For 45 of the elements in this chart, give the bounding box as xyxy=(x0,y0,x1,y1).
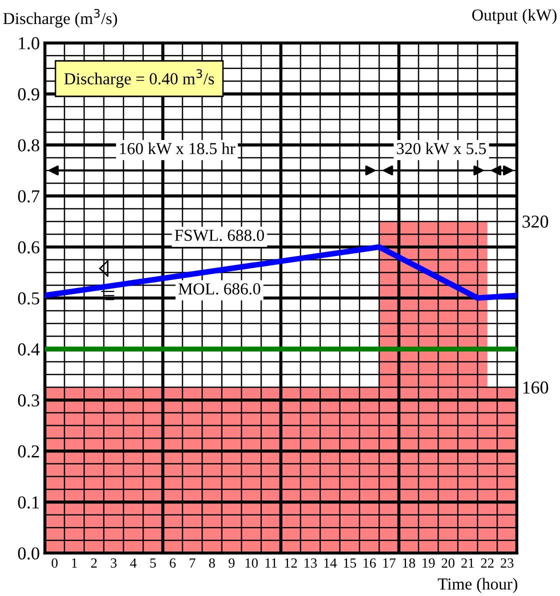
y-tick-label: 0.8 xyxy=(18,139,40,152)
x-tick-label: 15 xyxy=(344,558,356,568)
x-tick-label: 4 xyxy=(130,558,137,568)
y-tick-label: 0.2 xyxy=(18,445,39,458)
x-tick-label: 20 xyxy=(442,558,454,568)
y-tick-label: 0.0 xyxy=(18,547,40,560)
x-tick-label: 9 xyxy=(228,558,235,568)
annotation: 160 kW x 18.5 hr xyxy=(120,142,236,154)
y-tick-label: 0.7 xyxy=(18,190,40,202)
y-tick-label: 1.0 xyxy=(18,37,40,50)
y-tick-label: 0.1 xyxy=(18,496,39,509)
x-tick-label: 3 xyxy=(110,558,117,568)
x-tick-label: 0 xyxy=(52,558,58,568)
x-tick-label: 10 xyxy=(246,558,258,568)
y-tick-label: 0.3 xyxy=(18,394,40,407)
x-tick-label: 5 xyxy=(150,558,156,568)
x-tick-label: 12 xyxy=(284,558,297,568)
x-tick-label: 17 xyxy=(383,558,396,568)
x-tick-label: 8 xyxy=(209,558,215,568)
x-tick-label: 23 xyxy=(500,558,514,568)
x-tick-label: 19 xyxy=(422,558,435,568)
y-axis-title: Discharge (m$^{3}$/s) xyxy=(3,8,118,28)
annotation: MOL. 686.0 xyxy=(178,283,260,295)
x-tick-label: 18 xyxy=(402,558,416,568)
x-tick-label: 7 xyxy=(190,558,196,568)
y-tick-label: 0.4 xyxy=(18,343,40,356)
annotation: FSWL. 688.0 xyxy=(174,230,264,242)
y2-tick-label: 320 xyxy=(522,216,548,228)
x-tick-label: 16 xyxy=(364,558,376,568)
x-tick-label: 14 xyxy=(324,558,337,568)
x-tick-label: 6 xyxy=(170,558,176,568)
x-tick-label: 11 xyxy=(266,558,277,568)
y2-axis-title: Output (kW) xyxy=(472,8,556,24)
x-tick-label: 13 xyxy=(304,558,317,568)
y-tick-label: 0.5 xyxy=(18,292,40,305)
y-tick-label: 0.9 xyxy=(18,88,40,100)
x-tick-label: 1 xyxy=(72,558,77,568)
x-axis-title: Time (hour) xyxy=(438,578,518,594)
annotation: Discharge = 0.40 m$^{3}$/s xyxy=(64,69,214,88)
y-tick-label: 0.6 xyxy=(18,241,40,254)
x-tick-label: 2 xyxy=(91,558,97,568)
x-tick-label: 21 xyxy=(461,558,474,568)
annotation: 320 kW x 5.5 xyxy=(396,142,486,154)
x-tick-label: 22 xyxy=(481,558,494,568)
y2-tick-label: 160 xyxy=(523,381,548,394)
